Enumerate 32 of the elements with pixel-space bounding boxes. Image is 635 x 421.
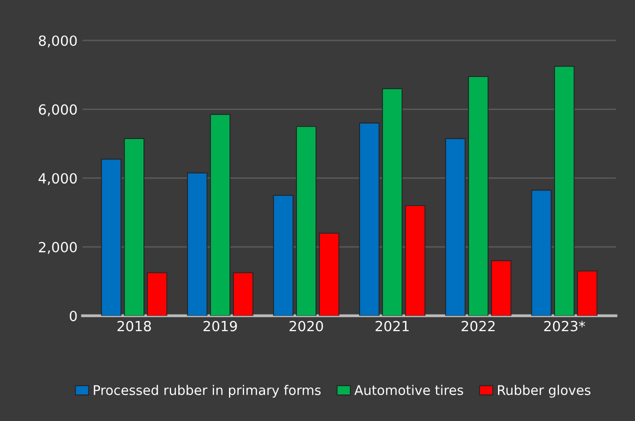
bar <box>491 260 512 316</box>
legend-label: Automotive tires <box>354 384 464 396</box>
x-tick-label: 2018 <box>118 320 151 332</box>
y-tick-label: 2,000 <box>38 242 77 254</box>
bar <box>296 126 316 316</box>
bar <box>468 76 488 316</box>
x-tick-label: 2019 <box>204 320 237 332</box>
bar <box>232 272 254 316</box>
bar <box>187 172 208 316</box>
y-tick-label: 0 <box>70 310 77 322</box>
bar <box>359 122 380 316</box>
x-tick-label: 2020 <box>290 320 323 332</box>
y-tick-label: 6,000 <box>38 104 77 116</box>
bar <box>554 66 574 316</box>
bar <box>382 88 402 316</box>
bar <box>101 158 122 316</box>
x-tick-label: 2021 <box>376 320 409 332</box>
bar <box>577 270 598 316</box>
y-tick-label: 8,000 <box>38 35 77 48</box>
legend-label: Processed rubber in primary forms <box>94 384 321 398</box>
bar <box>273 194 294 316</box>
bar <box>319 232 340 316</box>
y-tick-label: 4,000 <box>38 173 77 186</box>
bar <box>405 205 426 316</box>
bar <box>124 138 144 316</box>
legend-label: Rubber gloves <box>498 384 590 398</box>
x-tick-label: 2022 <box>462 320 495 332</box>
x-tick-label: 2023* <box>544 320 586 332</box>
bar <box>146 272 168 316</box>
bar <box>531 190 552 316</box>
bar <box>210 114 230 316</box>
bar <box>445 138 466 316</box>
